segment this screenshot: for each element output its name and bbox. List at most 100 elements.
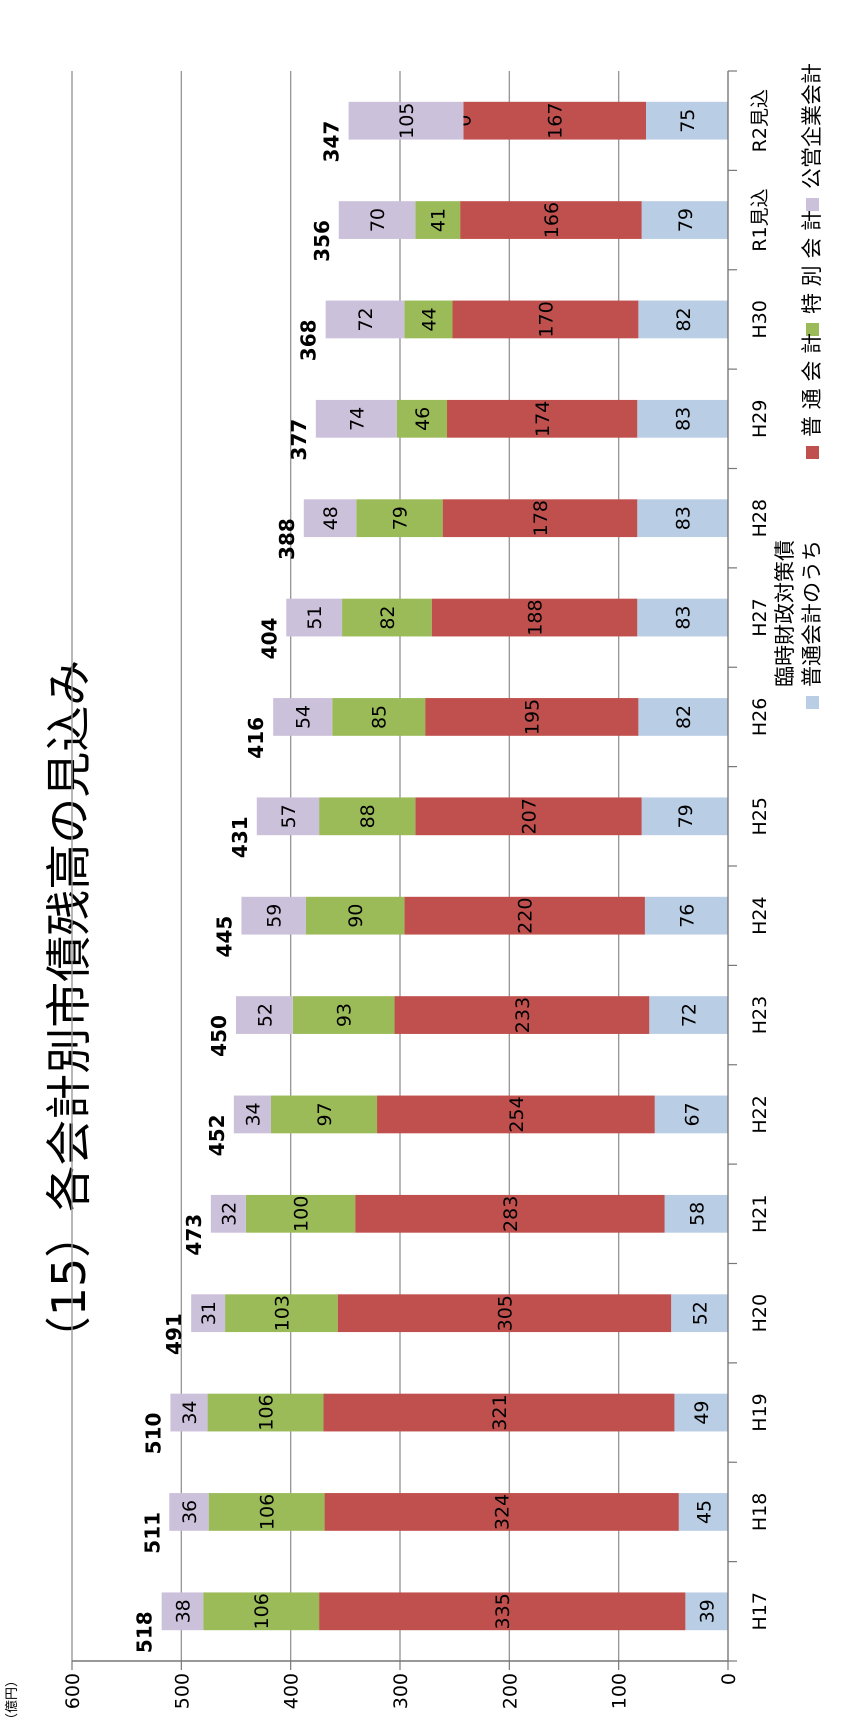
bar-segment [170,1393,208,1432]
bar-segment [203,1592,320,1631]
bar-segment [338,201,416,239]
bar-segment [638,300,729,339]
total-label: 377 [287,419,311,461]
x-tick-label: H18 [749,1493,771,1531]
legend-swatch [806,696,819,709]
bar-segment [641,201,728,239]
bar-segment [415,797,642,836]
bar-segment [646,101,728,140]
total-label: 347 [320,121,344,163]
data-label: 39 [697,1599,719,1623]
x-tick-label: R2見込 [749,89,771,152]
bar-segment [641,797,728,836]
bar-segment [225,1294,338,1333]
bar-segment [319,1592,686,1631]
bar-segment [447,399,638,438]
bar-segment [233,1095,271,1134]
data-label: 305 [494,1295,516,1331]
bar-segment [638,698,729,736]
bar-segment [452,300,639,339]
data-label: 32 [218,1202,240,1226]
legend-label: 臨時財政対策債 [773,540,797,687]
bar-segment [332,698,426,736]
data-label: 105 [396,103,418,139]
total-label: 416 [244,717,268,759]
data-label: 100 [291,1196,313,1232]
data-label: 41 [428,208,450,232]
total-label: 388 [275,518,299,560]
data-label: 34 [179,1400,201,1424]
data-label: 174 [532,401,554,437]
data-label: 166 [541,202,563,238]
data-label: 75 [677,109,699,133]
bar-segment [286,598,343,637]
total-label: 431 [228,816,252,858]
bar-segment [315,399,397,438]
data-label: 195 [522,699,544,735]
data-label: 49 [691,1400,713,1424]
bar-segment [270,1095,378,1134]
data-label: 106 [257,1494,279,1530]
y-tick-label: 600 [62,1673,84,1709]
y-tick-label: 400 [281,1673,303,1709]
data-label: 321 [489,1394,511,1430]
y-tick-label: 0 [718,1673,740,1685]
bar-segment [674,1393,729,1432]
data-label: 76 [676,904,698,928]
data-label: 82 [673,307,695,331]
total-label: 356 [310,220,334,262]
y-axis-unit-label: （億円） [4,1674,20,1726]
x-tick-label: H19 [749,1393,771,1431]
bar-segment [404,896,645,935]
bar-segment [685,1592,728,1631]
category-axis: H17 H18 H19 H20 H21 H22 H23 H24 H25 H26 H27 H28 H29 H… [727,70,771,1662]
x-tick-label: H25 [749,797,771,835]
bar-segment [431,598,638,637]
bar-segment [637,598,729,637]
data-label: 45 [693,1500,715,1524]
data-label: 85 [369,705,391,729]
bar-segment [425,698,639,736]
data-label: 67 [681,1102,703,1126]
bar-segment [355,1194,665,1233]
legend-label: 特 別 会 計 [800,210,824,314]
x-tick-label: H20 [749,1294,771,1332]
data-label: 88 [357,804,379,828]
data-label: 82 [377,605,399,629]
x-tick-label: H23 [749,996,771,1034]
data-label: 82 [673,705,695,729]
data-label: 97 [314,1102,336,1126]
bar-segment [245,1194,356,1233]
bar-segment [649,996,729,1034]
bar-segment [207,1393,324,1432]
data-label: 54 [293,705,315,729]
bar-segment [337,1294,672,1333]
data-label: 335 [492,1593,514,1629]
legend-swatch [806,198,819,211]
bar-segment [664,1194,729,1233]
bar-segment [241,896,306,935]
data-label: 83 [673,605,695,629]
data-label: 83 [673,506,695,530]
data-label: 46 [412,407,434,431]
data-label: 34 [242,1102,264,1126]
data-label: 79 [675,208,697,232]
data-label: 52 [254,1003,276,1027]
bar-segment [305,896,405,935]
x-tick-label: H28 [749,499,771,537]
data-label: 324 [492,1494,514,1530]
bar-segment [210,1194,246,1233]
bar-segment [324,1493,679,1531]
x-tick-label: H26 [749,698,771,736]
data-label: 233 [512,997,534,1033]
legend-swatch [806,323,819,336]
bar-segment [303,499,357,538]
bar-segment [191,1294,226,1333]
legend-item: 公営企業会計 [800,63,824,211]
data-label: 167 [545,103,567,139]
data-label: 57 [278,804,300,828]
data-label: 188 [524,599,546,635]
x-tick-label: H30 [749,300,771,338]
